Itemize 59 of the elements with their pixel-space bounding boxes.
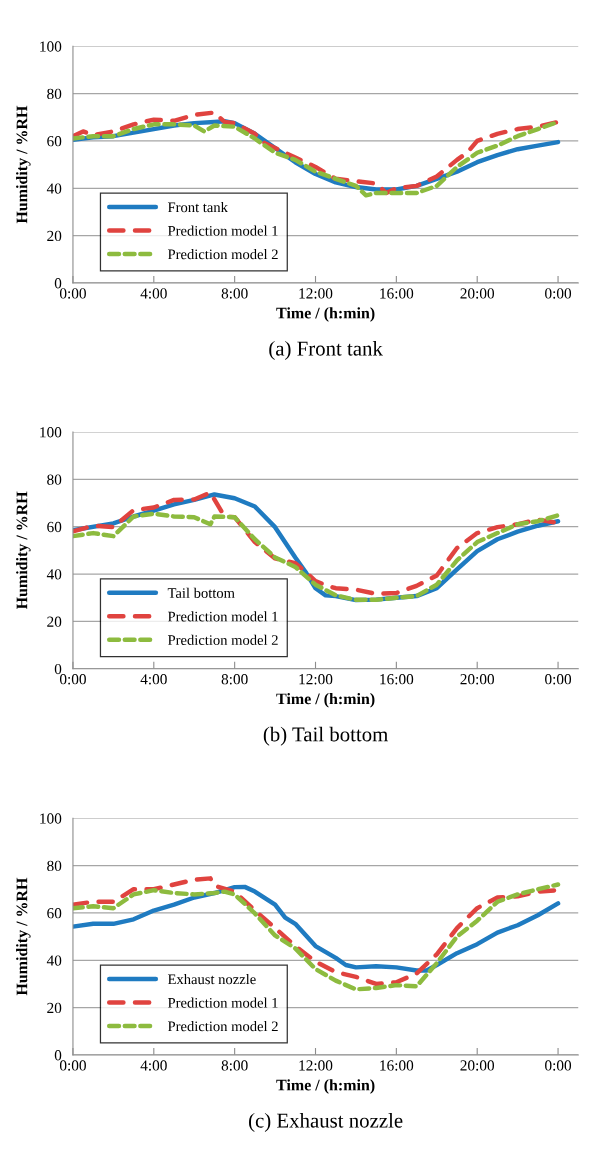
- line-series: [72, 884, 561, 973]
- legend-label: Tail bottom: [167, 587, 235, 598]
- y-tick-label: 40: [46, 183, 62, 194]
- legend-label: Prediction model 1: [167, 225, 278, 236]
- x-axis-title: Time / (h:min): [276, 693, 375, 708]
- y-tick-label: 100: [40, 427, 62, 438]
- x-tick-label: 0:00: [59, 674, 86, 685]
- y-tick-label: 0: [54, 1050, 62, 1061]
- x-tick-label: 16:00: [380, 1060, 414, 1071]
- text: (b) Tail bottom: [263, 726, 389, 746]
- x-tick-label: 0:00: [59, 1060, 86, 1071]
- y-axis-title: Humidity / %RH: [16, 877, 31, 996]
- legend-label: Prediction model 2: [167, 248, 278, 260]
- x-axis-title: Time / (h:min): [276, 307, 375, 322]
- x-tick-label: 12:00: [299, 1060, 333, 1071]
- y-tick-label: 60: [47, 908, 62, 919]
- y-tick-label: 80: [47, 474, 62, 485]
- legend-label: Prediction model 2: [167, 634, 278, 646]
- x-tick-label: 0:00: [545, 288, 572, 299]
- text: (c) Exhaust nozzle: [249, 1112, 403, 1132]
- legend-label: Prediction model 2: [167, 1020, 278, 1032]
- y-tick-label: 40: [46, 955, 62, 966]
- legend-label: Prediction model 1: [167, 997, 278, 1008]
- y-tick-label: 100: [40, 813, 62, 824]
- text: (a) Front tank: [269, 340, 383, 360]
- y-tick-label: 20: [47, 616, 62, 627]
- x-tick-label: 16:00: [380, 288, 414, 299]
- y-tick-label: 0: [54, 663, 62, 675]
- x-tick-label: 8:00: [221, 288, 248, 299]
- x-tick-label: 4:00: [140, 674, 167, 685]
- y-tick-label: 80: [47, 860, 62, 872]
- x-tick-label: 20:00: [460, 1060, 495, 1071]
- x-tick-label: 8:00: [221, 674, 248, 685]
- legend-label: Prediction model 1: [167, 611, 278, 622]
- x-tick-label: 0:00: [59, 288, 86, 299]
- x-tick-label: 4:00: [140, 1060, 167, 1071]
- x-tick-label: 8:00: [221, 1060, 248, 1071]
- y-tick-label: 40: [46, 569, 62, 580]
- y-tick-label: 20: [47, 230, 62, 242]
- x-axis-title: Time / (h:min): [276, 1079, 375, 1094]
- x-tick-label: 12:00: [299, 674, 333, 685]
- x-tick-label: 0:00: [545, 674, 572, 685]
- y-tick-label: 60: [47, 521, 62, 533]
- x-tick-label: 4:00: [140, 288, 167, 299]
- y-tick-label: 60: [47, 136, 62, 147]
- x-tick-label: 20:00: [460, 674, 495, 685]
- x-tick-label: 16:00: [380, 674, 414, 685]
- y-tick-label: 80: [47, 88, 62, 100]
- y-tick-label: 20: [47, 1002, 62, 1014]
- legend-label: Front tank: [167, 201, 228, 213]
- x-tick-label: 20:00: [460, 288, 495, 299]
- y-tick-label: 0: [54, 278, 62, 289]
- legend-label: Exhaust nozzle: [167, 973, 256, 985]
- x-tick-label: 12:00: [299, 288, 333, 299]
- line-series: [72, 511, 561, 603]
- y-tick-label: 100: [40, 41, 62, 52]
- y-axis-title: Humidity / %RH: [16, 491, 31, 610]
- y-axis-title: Humidity / %RH: [16, 105, 31, 224]
- x-tick-label: 0:00: [545, 1060, 572, 1071]
